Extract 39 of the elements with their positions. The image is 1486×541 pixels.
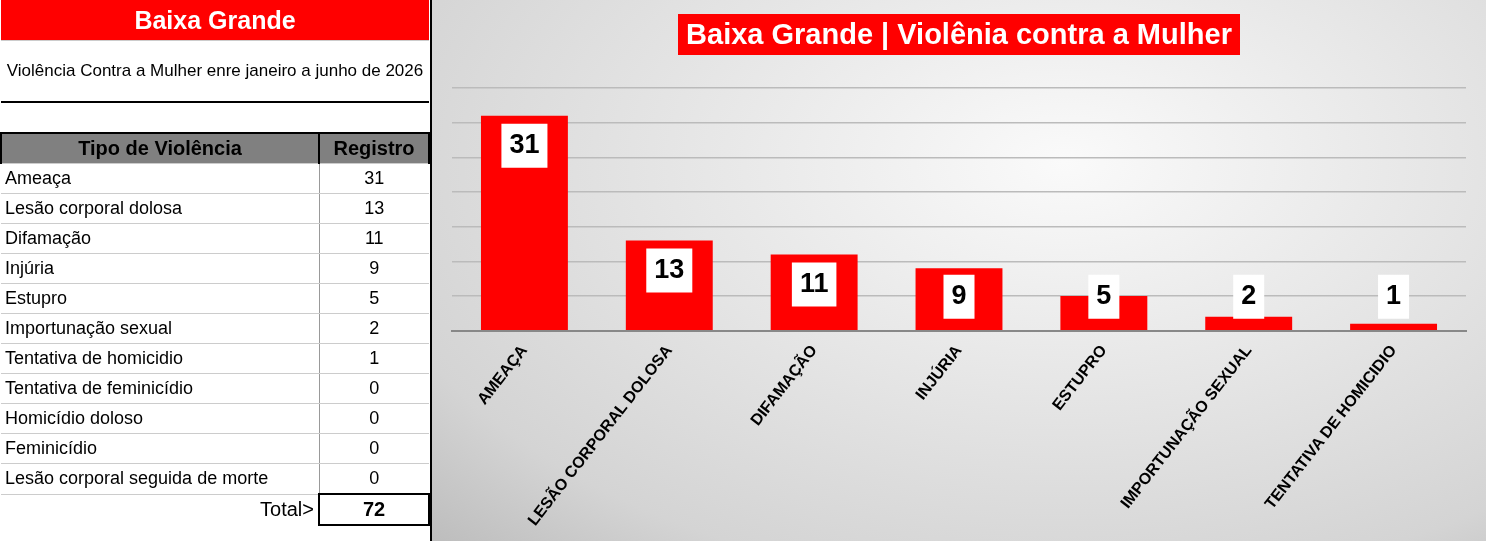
bar	[1205, 316, 1293, 330]
data-label: 13	[319, 193, 429, 224]
category-label: Injúria	[1, 253, 319, 284]
data-label: 0	[319, 433, 429, 464]
category-label: Homicídio doloso	[1, 403, 319, 434]
category-label: Lesão corporal seguida de morte	[1, 463, 319, 494]
category-label: Tentativa de feminicídio	[1, 373, 319, 404]
data-label: 2	[319, 313, 429, 344]
data-label: 9	[319, 253, 429, 284]
data-label: 5	[319, 283, 429, 314]
text: Tipo de Violência	[1, 133, 319, 164]
category-label: Importunação sexual	[1, 313, 319, 344]
category-label: Ameaça	[1, 163, 319, 194]
category-label: Estupro	[1, 283, 319, 314]
data-label: 5	[1096, 280, 1112, 311]
data-label: 0	[319, 403, 429, 434]
data-label: 1	[319, 343, 429, 374]
bar	[480, 115, 568, 330]
data-label: 11	[799, 267, 829, 298]
data-label: 0	[319, 373, 429, 404]
data-label: 9	[951, 280, 967, 311]
data-label: 0	[319, 463, 429, 494]
text: Violência Contra a Mulher enre janeiro a junho de 2026	[1, 40, 429, 102]
text: Total>	[259, 497, 315, 523]
text: Registro	[319, 133, 429, 164]
data-label: 1	[1386, 280, 1402, 311]
data-label: 31	[509, 129, 540, 160]
bar	[1350, 323, 1438, 330]
data-label: 11	[319, 223, 429, 254]
category-label: Lesão corporal dolosa	[1, 193, 319, 224]
data-label: 2	[1241, 280, 1257, 311]
text: 72	[362, 498, 386, 520]
category-label: Feminicídio	[1, 433, 319, 464]
chart-title: Baixa Grande | Violênia contra a Mulher	[678, 14, 1240, 55]
text: Baixa Grande	[1, 0, 429, 41]
category-label: Tentativa de homicidio	[1, 343, 319, 374]
data-label: 13	[654, 253, 685, 284]
category-label: Difamação	[1, 223, 319, 254]
data-label: 31	[319, 163, 429, 194]
